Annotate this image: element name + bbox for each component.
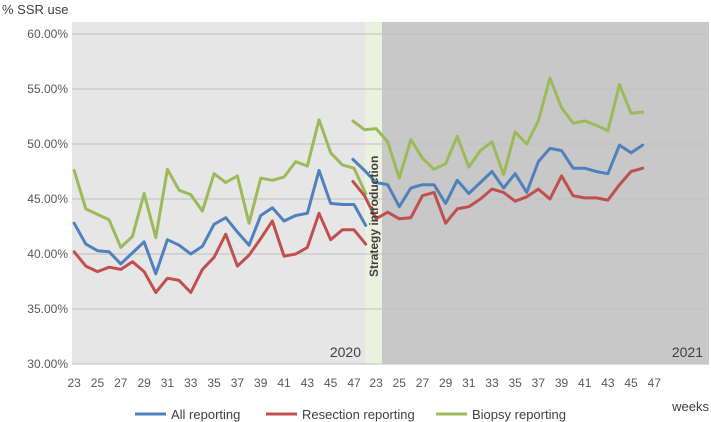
x-tick-label: 25 xyxy=(393,376,407,390)
x-tick-label: 31 xyxy=(161,376,175,390)
legend-label-resection-reporting: Resection reporting xyxy=(302,407,415,422)
series-line-resection-reporting-2020 xyxy=(72,211,368,294)
x-tick-label: 27 xyxy=(416,376,430,390)
y-tick-label: 55.00% xyxy=(27,82,68,96)
series-line-biopsy-reporting-2021 xyxy=(351,76,645,180)
series-line-all-reporting-2020 xyxy=(72,168,368,276)
x-tick-label: 43 xyxy=(301,376,315,390)
y-axis-label: % SSR use xyxy=(2,2,68,17)
y-tick-label: 35.00% xyxy=(27,302,68,316)
x-tick-label: 29 xyxy=(137,376,151,390)
panel-label-2020: 2020 xyxy=(330,344,361,360)
x-tick-label: 45 xyxy=(324,376,338,390)
x-tick-label: 23 xyxy=(369,376,383,390)
x-tick-label: 25 xyxy=(91,376,105,390)
x-tick-labels: 23 25 27 29 31 33 35 37 39 41 43 45 47 23 25 27 29 31 33 35… xyxy=(67,376,661,390)
y-tick-label: 45.00% xyxy=(27,192,68,206)
strategy-band-background xyxy=(365,22,382,364)
legend: All reporting Resection reporting Biopsy… xyxy=(135,407,566,422)
legend-label-biopsy-reporting: Biopsy reporting xyxy=(472,407,566,422)
x-tick-label: 35 xyxy=(207,376,221,390)
x-tick-label: 35 xyxy=(508,376,522,390)
series-lines xyxy=(72,76,645,294)
y-tick-label: 50.00% xyxy=(27,137,68,151)
x-tick-label: 23 xyxy=(67,376,81,390)
series-line-all-reporting-2021 xyxy=(351,143,645,209)
x-axis-label: weeks xyxy=(671,399,709,414)
x-tick-label: 31 xyxy=(462,376,476,390)
strategy-introduction-annotation: Strategy introduction xyxy=(367,156,381,277)
x-tick-label: 41 xyxy=(578,376,592,390)
y-tick-label: 60.00% xyxy=(27,27,68,41)
x-tick-label: 27 xyxy=(114,376,128,390)
panel-2021-background xyxy=(382,22,709,364)
x-tick-label: 33 xyxy=(184,376,198,390)
x-tick-label: 37 xyxy=(231,376,245,390)
x-tick-label: 39 xyxy=(555,376,569,390)
x-tick-label: 47 xyxy=(648,376,662,390)
x-tick-label: 43 xyxy=(601,376,615,390)
panel-2020-background xyxy=(72,22,365,364)
x-tick-label: 33 xyxy=(485,376,499,390)
y-tick-label: 30.00% xyxy=(27,357,68,371)
series-line-resection-reporting-2021 xyxy=(351,166,645,225)
y-tick-labels: 30.00% 35.00% 40.00% 45.00% 50.00% 55.00% 60.0… xyxy=(27,27,68,371)
x-tick-label: 29 xyxy=(439,376,453,390)
x-tick-label: 37 xyxy=(532,376,546,390)
panel-label-2021: 2021 xyxy=(672,344,703,360)
x-tick-label: 41 xyxy=(277,376,291,390)
series-line-biopsy-reporting-2020 xyxy=(72,118,368,249)
x-tick-label: 45 xyxy=(624,376,638,390)
y-tick-label: 40.00% xyxy=(27,247,68,261)
x-tick-label: 47 xyxy=(347,376,361,390)
legend-label-all-reporting: All reporting xyxy=(171,407,240,422)
x-tick-label: 39 xyxy=(254,376,268,390)
